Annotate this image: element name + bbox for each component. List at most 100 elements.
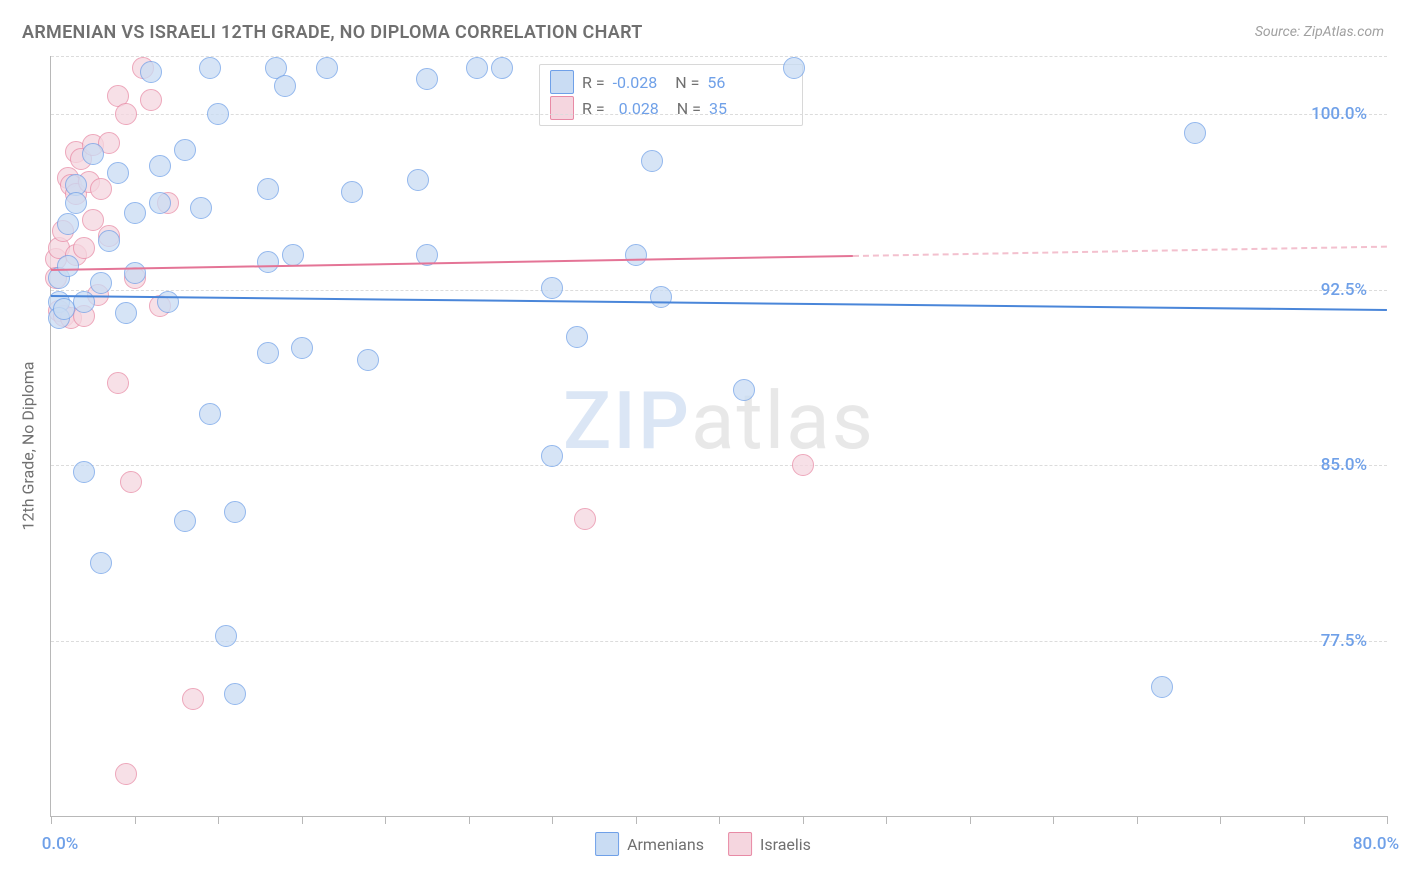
scatter-point-armenians xyxy=(224,683,246,705)
x-tick xyxy=(970,816,971,824)
stat-n-label: N = xyxy=(675,73,699,92)
scatter-point-armenians xyxy=(53,298,75,320)
scatter-point-israelis xyxy=(73,237,95,259)
swatch-a-icon xyxy=(550,70,574,94)
scatter-point-armenians xyxy=(82,143,104,165)
x-tick xyxy=(1220,816,1221,824)
x-tick xyxy=(552,816,553,824)
scatter-point-armenians xyxy=(541,445,563,467)
x-tick xyxy=(719,816,720,824)
scatter-point-armenians xyxy=(316,57,338,79)
x-tick xyxy=(1137,816,1138,824)
chart-source: Source: ZipAtlas.com xyxy=(1255,24,1384,40)
scatter-point-israelis xyxy=(182,688,204,710)
scatter-point-armenians xyxy=(491,57,513,79)
y-tick-label: 100.0% xyxy=(1311,104,1367,124)
scatter-point-armenians xyxy=(466,57,488,79)
stats-row-b: R = 0.028 N = 35 xyxy=(540,95,802,121)
swatch-b-icon xyxy=(550,96,574,120)
x-tick xyxy=(218,816,219,824)
trend-line-armenians xyxy=(51,295,1387,311)
x-tick xyxy=(51,816,52,824)
scatter-point-armenians xyxy=(90,272,112,294)
scatter-point-armenians xyxy=(282,244,304,266)
stat-n-value-a: 56 xyxy=(707,73,725,92)
scatter-point-armenians xyxy=(174,510,196,532)
gridline xyxy=(51,641,1387,642)
scatter-plot-area: ZIPatlas R = -0.028 N = 56 R = 0.028 N =… xyxy=(50,56,1387,817)
scatter-point-israelis xyxy=(140,89,162,111)
x-tick xyxy=(385,816,386,824)
scatter-point-armenians xyxy=(783,57,805,79)
y-tick-label: 92.5% xyxy=(1321,280,1367,300)
legend-item-a: Armenians xyxy=(595,832,704,856)
scatter-point-armenians xyxy=(566,326,588,348)
scatter-point-armenians xyxy=(257,342,279,364)
watermark-zip: ZIP xyxy=(563,374,691,468)
scatter-point-armenians xyxy=(257,251,279,273)
scatter-point-armenians xyxy=(190,197,212,219)
scatter-point-armenians xyxy=(1151,676,1173,698)
scatter-point-armenians xyxy=(357,349,379,371)
legend-label-b: Israelis xyxy=(760,835,811,854)
scatter-point-armenians xyxy=(274,75,296,97)
y-tick-label: 85.0% xyxy=(1321,455,1367,475)
x-tick xyxy=(1053,816,1054,824)
scatter-point-armenians xyxy=(124,202,146,224)
watermark: ZIPatlas xyxy=(563,374,875,468)
scatter-point-armenians xyxy=(90,552,112,574)
series-legend: Armenians Israelis xyxy=(595,832,811,856)
watermark-atlas: atlas xyxy=(691,374,875,468)
scatter-point-israelis xyxy=(82,209,104,231)
scatter-point-armenians xyxy=(541,277,563,299)
scatter-point-armenians xyxy=(207,103,229,125)
scatter-point-armenians xyxy=(57,255,79,277)
legend-swatch-b-icon xyxy=(728,832,752,856)
x-tick xyxy=(886,816,887,824)
y-axis-title: 12th Grade, No Diploma xyxy=(19,362,38,531)
x-tick xyxy=(1387,816,1388,824)
x-tick xyxy=(1304,816,1305,824)
x-tick xyxy=(135,816,136,824)
legend-swatch-a-icon xyxy=(595,832,619,856)
legend-label-a: Armenians xyxy=(627,835,704,854)
scatter-point-armenians xyxy=(291,337,313,359)
scatter-point-armenians xyxy=(224,501,246,523)
gridline xyxy=(51,290,1387,291)
x-tick xyxy=(803,816,804,824)
stat-r-value-a: -0.028 xyxy=(613,73,658,92)
scatter-point-armenians xyxy=(73,291,95,313)
trend-line-israelis-extrapolated xyxy=(853,245,1387,256)
scatter-point-armenians xyxy=(115,302,137,324)
y-tick-label: 77.5% xyxy=(1321,631,1367,651)
scatter-point-armenians xyxy=(650,286,672,308)
scatter-point-armenians xyxy=(65,192,87,214)
gridline xyxy=(51,465,1387,466)
trend-line-israelis xyxy=(51,255,853,271)
scatter-point-armenians xyxy=(73,461,95,483)
gridline xyxy=(51,114,1387,115)
stats-legend-box: R = -0.028 N = 56 R = 0.028 N = 35 xyxy=(539,64,803,126)
scatter-point-armenians xyxy=(140,61,162,83)
x-axis-min-label: 0.0% xyxy=(42,834,79,854)
stat-r-label: R = xyxy=(582,73,605,92)
gridline xyxy=(51,56,1387,57)
legend-item-b: Israelis xyxy=(728,832,811,856)
scatter-point-armenians xyxy=(124,262,146,284)
scatter-point-armenians xyxy=(407,169,429,191)
scatter-point-armenians xyxy=(199,403,221,425)
stats-row-a: R = -0.028 N = 56 xyxy=(540,69,802,95)
scatter-point-armenians xyxy=(1184,122,1206,144)
scatter-point-armenians xyxy=(215,625,237,647)
x-tick xyxy=(302,816,303,824)
scatter-point-israelis xyxy=(90,178,112,200)
scatter-point-armenians xyxy=(341,181,363,203)
scatter-point-armenians xyxy=(733,379,755,401)
x-tick xyxy=(636,816,637,824)
scatter-point-armenians xyxy=(174,139,196,161)
scatter-point-israelis xyxy=(574,508,596,530)
scatter-point-armenians xyxy=(149,192,171,214)
scatter-point-armenians xyxy=(641,150,663,172)
scatter-point-armenians xyxy=(625,244,647,266)
scatter-point-armenians xyxy=(199,57,221,79)
